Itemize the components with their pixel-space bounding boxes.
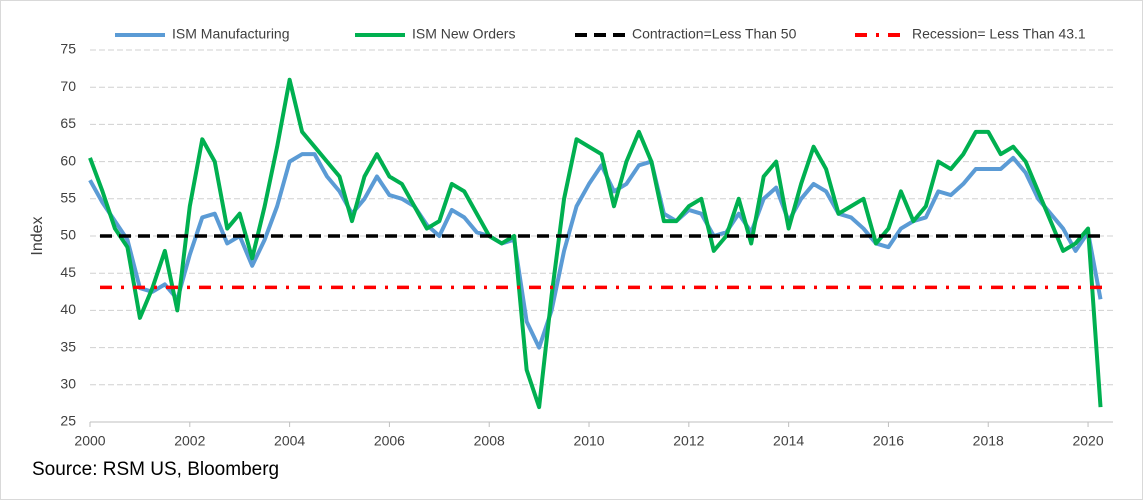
y-tick-label: 30	[60, 376, 76, 392]
legend-label: Contraction=Less Than 50	[632, 26, 797, 42]
y-tick-label: 60	[60, 152, 76, 168]
legend-label: ISM New Orders	[412, 26, 515, 42]
y-tick-label: 40	[60, 301, 76, 317]
x-tick-label: 2000	[74, 433, 105, 449]
y-tick-label: 70	[60, 78, 76, 94]
x-tick-label: 2002	[174, 433, 205, 449]
x-tick-label: 2004	[274, 433, 305, 449]
x-tick-label: 2010	[573, 433, 604, 449]
y-tick-label: 35	[60, 338, 76, 354]
y-tick-label: 50	[60, 227, 76, 243]
x-tick-label: 2008	[474, 433, 505, 449]
y-tick-label: 65	[60, 115, 76, 131]
legend-label: Recession= Less Than 43.1	[912, 26, 1086, 42]
y-axis-label: Index	[29, 216, 46, 255]
x-tick-label: 2012	[673, 433, 704, 449]
y-tick-label: 25	[60, 413, 76, 429]
x-tick-label: 2006	[374, 433, 405, 449]
legend-label: ISM Manufacturing	[172, 26, 290, 42]
x-tick-label: 2018	[973, 433, 1004, 449]
series-line	[88, 77, 1103, 410]
x-tick-label: 2016	[873, 433, 904, 449]
x-tick-label: 2014	[773, 433, 804, 449]
y-tick-label: 75	[60, 41, 76, 57]
series-line	[88, 152, 1103, 350]
x-tick-label: 2020	[1072, 433, 1103, 449]
y-tick-label: 55	[60, 190, 76, 206]
y-tick-label: 45	[60, 264, 76, 280]
source-note: Source: RSM US, Bloomberg	[32, 459, 279, 480]
